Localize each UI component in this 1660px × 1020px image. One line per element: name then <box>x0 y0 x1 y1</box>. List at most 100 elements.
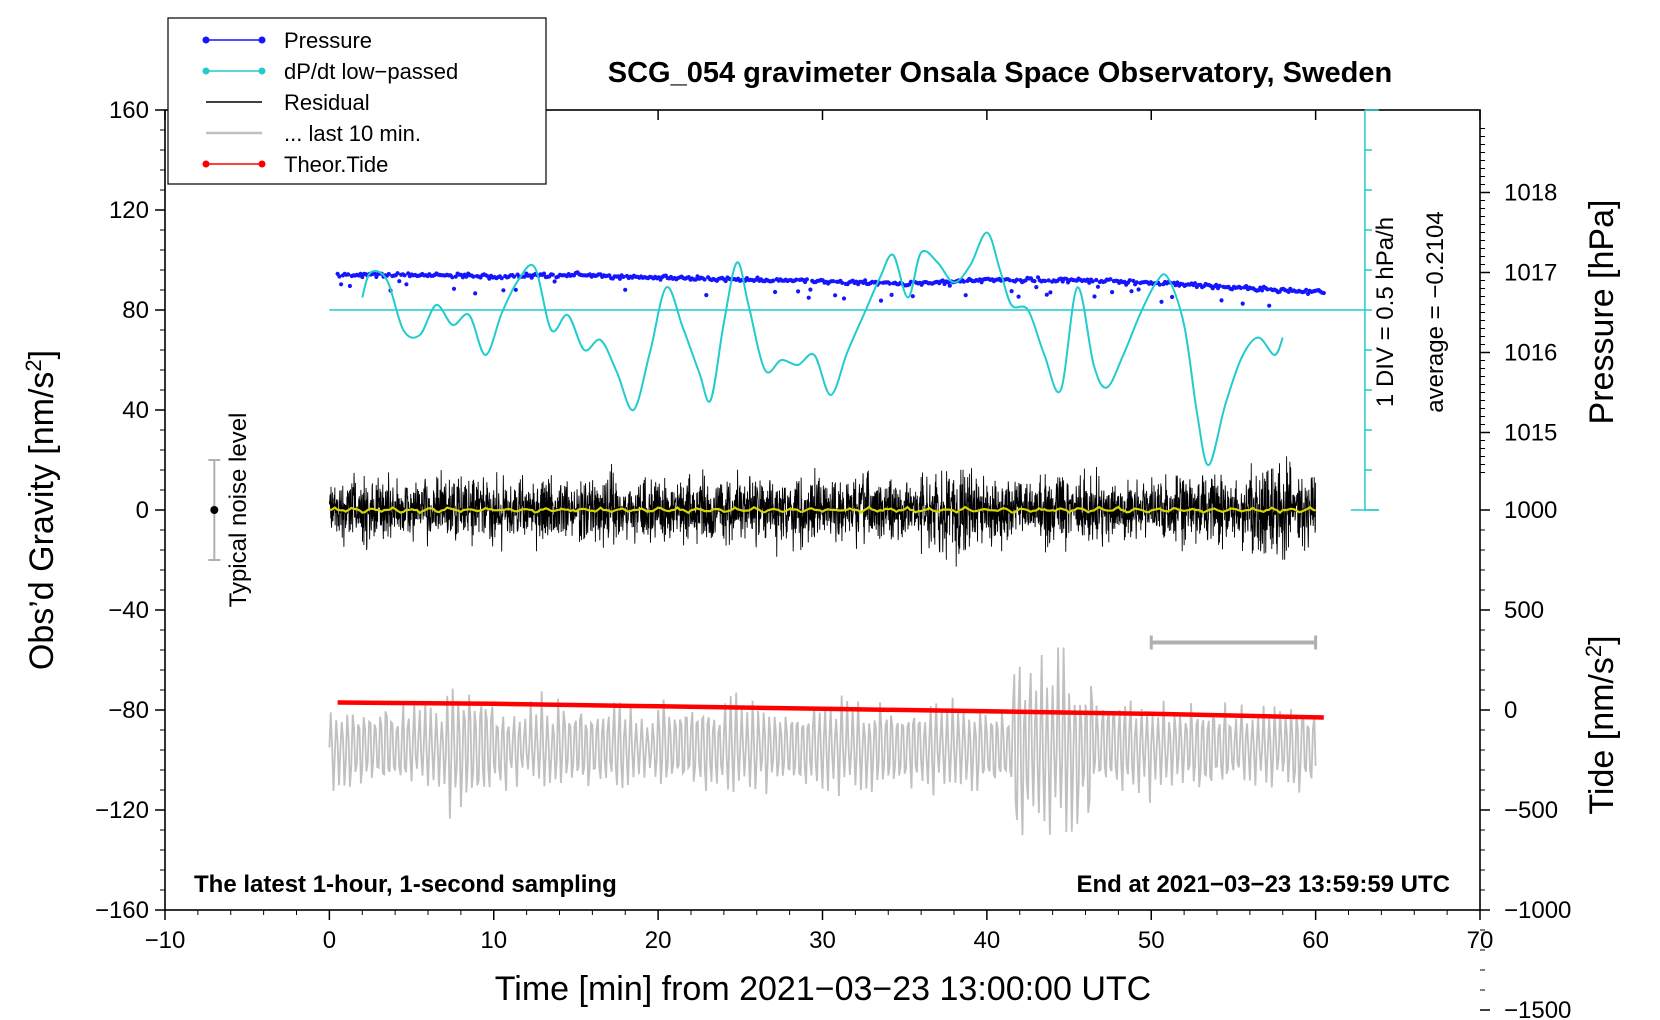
pressure-point <box>1136 287 1141 292</box>
pressure-point <box>755 275 760 280</box>
pressure-point <box>1044 292 1049 297</box>
pressure-point <box>1175 280 1180 285</box>
y-tick-label: −80 <box>108 697 149 724</box>
y-tick-label: 0 <box>136 497 149 524</box>
data-series <box>208 109 1379 836</box>
pressure-point <box>395 271 400 276</box>
pressure-point <box>339 282 344 287</box>
x-tick-label: 30 <box>809 927 836 954</box>
pressure-point <box>1170 294 1175 300</box>
pressure-point <box>541 271 547 276</box>
pressure-point <box>878 298 884 303</box>
pressure-point <box>473 291 478 296</box>
pressure-point <box>1035 275 1041 280</box>
pressure-point <box>1094 277 1099 283</box>
pressure-point <box>1217 283 1222 288</box>
pressure-point <box>771 278 776 283</box>
noise-level-label: Typical noise level <box>225 413 252 608</box>
pressure-point <box>910 294 915 299</box>
series-residual-smoothed <box>329 505 1316 515</box>
pressure-point <box>1286 289 1291 294</box>
pressure-point <box>1110 290 1115 295</box>
pressure-point <box>346 272 351 277</box>
pressure-point <box>1157 282 1162 287</box>
legend-label: dP/dt low−passed <box>284 59 458 84</box>
legend-swatch-dot <box>258 160 266 168</box>
pressure-point <box>501 288 506 293</box>
legend-items: Pressure dP/dt low−passed Residual ... last… <box>202 28 458 177</box>
pressure-point <box>450 275 455 280</box>
pressure-point <box>1014 277 1020 282</box>
pressure-point <box>1095 284 1101 289</box>
pressure-point <box>1134 280 1139 285</box>
pressure-tick-label: 1016 <box>1504 340 1557 367</box>
legend-label: Residual <box>284 90 370 115</box>
legend-swatch-dot <box>202 36 210 44</box>
x-tick-label: −10 <box>145 927 186 954</box>
legend-swatch-dot <box>258 36 266 44</box>
pressure-point <box>552 279 557 284</box>
pressure-point <box>1192 281 1198 286</box>
tide-tick-label: 500 <box>1504 597 1544 624</box>
pressure-point <box>693 277 698 282</box>
pressure-point <box>451 286 457 291</box>
pressure-point <box>841 296 847 301</box>
pressure-point <box>840 280 845 285</box>
series-pressure <box>335 270 1326 308</box>
pressure-point <box>1260 288 1265 293</box>
pressure-point <box>961 279 967 284</box>
pressure-point <box>1267 303 1272 308</box>
tide-axis-title: Tide [nm/s2] <box>1581 635 1622 814</box>
pressure-point <box>723 278 728 284</box>
series-last-10-min <box>328 647 1317 836</box>
pressure-point <box>1131 278 1136 283</box>
legend-swatch-dot <box>202 160 210 168</box>
x-tick-label: 20 <box>645 927 672 954</box>
pressure-point <box>1064 276 1069 281</box>
pressure-point <box>513 287 518 292</box>
pressure-point <box>1046 278 1051 283</box>
series-residual <box>328 456 1317 567</box>
x-tick-label: 60 <box>1302 927 1329 954</box>
pressure-point <box>1090 279 1095 284</box>
pressure-point <box>947 283 952 288</box>
pressure-point <box>1219 298 1224 303</box>
pressure-point <box>833 293 838 298</box>
pressure-point <box>1321 290 1326 296</box>
pressure-point <box>945 280 951 285</box>
y-tick-label: −40 <box>108 597 149 624</box>
pressure-point <box>1043 278 1048 284</box>
pressure-point <box>404 282 409 287</box>
pressure-point <box>804 277 810 282</box>
pressure-point <box>623 287 628 292</box>
tide-tick-label: −1500 <box>1504 997 1571 1020</box>
pressure-point <box>831 279 836 284</box>
pressure-point <box>372 271 377 276</box>
x-tick-label: 10 <box>480 927 507 954</box>
pressure-point <box>1016 294 1021 299</box>
pressure-point <box>796 289 801 294</box>
legend-label: ... last 10 min. <box>284 121 421 146</box>
pressure-point <box>617 276 623 281</box>
series-theor-tide <box>337 700 1324 720</box>
y-tick-label: 40 <box>122 397 149 424</box>
pressure-point <box>1240 301 1245 306</box>
pressure-point <box>1304 287 1309 292</box>
tide-tick-label: 1000 <box>1504 497 1557 524</box>
x-tick-label: 0 <box>323 927 336 954</box>
legend-box <box>167 17 547 185</box>
y-tick-label: 160 <box>109 97 149 124</box>
pressure-point <box>471 274 476 279</box>
note-left: The latest 1-hour, 1-second sampling <box>194 871 617 898</box>
legend-label: Theor.Tide <box>284 152 388 177</box>
pressure-point <box>621 274 626 279</box>
tide-tick-label: −500 <box>1504 797 1558 824</box>
chart-title: SCG_054 gravimeter Onsala Space Observat… <box>608 57 1392 89</box>
pressure-point <box>360 274 365 280</box>
y-tick-label: 120 <box>109 197 149 224</box>
note-right: End at 2021−03−23 13:59:59 UTC <box>1076 871 1450 898</box>
pressure-point <box>1085 277 1090 282</box>
pressure-point <box>337 274 342 279</box>
pressure-point <box>908 279 914 284</box>
pressure-point <box>1214 282 1219 287</box>
